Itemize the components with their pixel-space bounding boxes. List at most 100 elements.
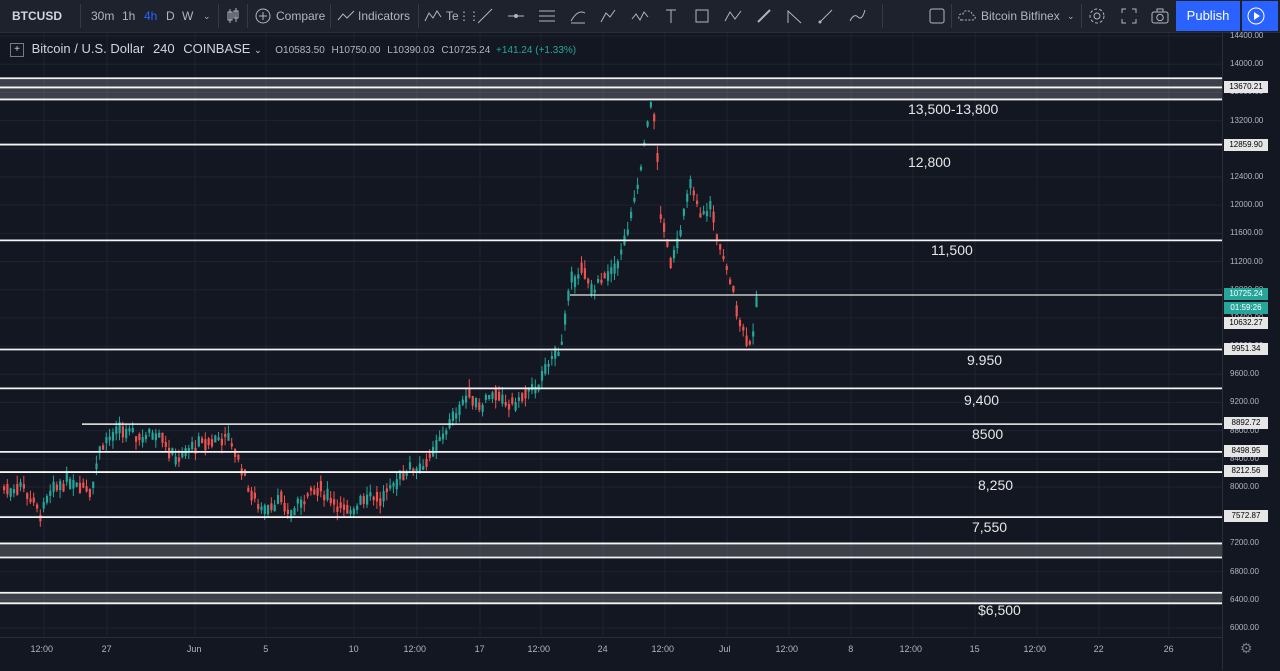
candle: [78, 482, 82, 493]
fib-retracement-icon[interactable]: [598, 5, 620, 27]
time-tick-label: 12:00: [30, 644, 54, 654]
gear-icon[interactable]: [1086, 5, 1108, 27]
legend-title[interactable]: Bitcoin / U.S. Dollar: [31, 41, 145, 56]
candle: [474, 398, 478, 408]
candle: [752, 331, 755, 337]
interval-30m[interactable]: 30m: [91, 9, 115, 23]
brush-icon[interactable]: [753, 5, 775, 27]
candle: [696, 200, 699, 205]
interval-4h[interactable]: 4h: [144, 9, 158, 23]
templates-button[interactable]: Te: [446, 9, 459, 23]
candle: [613, 263, 616, 274]
candle: [451, 411, 454, 422]
candle: [554, 347, 557, 359]
candle: [745, 335, 748, 346]
trend-line-icon[interactable]: [474, 5, 496, 27]
interval-1h[interactable]: 1h: [122, 9, 136, 23]
price-chart[interactable]: [0, 33, 1222, 637]
candle: [547, 363, 550, 367]
compare-icon[interactable]: [252, 5, 274, 27]
legend-high: H10750.00: [331, 45, 381, 56]
candle: [194, 447, 197, 454]
abcd-pattern-icon[interactable]: [722, 5, 744, 27]
price-tick-label: 14000.00: [1230, 59, 1264, 69]
candle: [339, 502, 342, 509]
candle: [375, 491, 379, 502]
pitchfork-icon[interactable]: [567, 5, 589, 27]
candle: [481, 404, 484, 412]
text-icon[interactable]: [660, 5, 682, 27]
candle: [356, 505, 359, 510]
candle: [712, 211, 715, 223]
fullscreen-icon[interactable]: [1118, 5, 1140, 27]
candle: [590, 283, 593, 295]
symbol-search[interactable]: BTCUSD: [12, 9, 62, 23]
candle: [49, 490, 52, 496]
indicators-button[interactable]: Indicators: [358, 9, 411, 23]
price-tick-label: 9200.00: [1230, 397, 1259, 407]
candle: [399, 470, 402, 480]
candle: [742, 326, 745, 331]
candle: [504, 402, 507, 406]
chevron-down-icon[interactable]: ⌄: [203, 11, 211, 21]
candle: [564, 313, 567, 325]
price-tick-label: 8400.00: [1230, 453, 1259, 463]
toolbar-divider: [247, 4, 248, 28]
price-tag: 8498.95: [1224, 445, 1268, 457]
candle: [507, 403, 511, 410]
checkbox-icon[interactable]: [926, 5, 948, 27]
candle: [125, 428, 128, 439]
collapse-icon[interactable]: +: [10, 42, 24, 57]
indicators-icon[interactable]: [335, 5, 357, 27]
candle: [461, 399, 464, 405]
pen-icon[interactable]: [815, 5, 837, 27]
chevron-down-icon[interactable]: ⌄: [254, 45, 262, 55]
gear-icon[interactable]: ⚙: [1240, 640, 1253, 656]
compare-button[interactable]: Compare: [276, 9, 326, 23]
candle: [283, 502, 286, 512]
interval-d[interactable]: D: [166, 9, 175, 23]
cloud-icon[interactable]: [956, 5, 978, 27]
candle: [306, 493, 309, 497]
candle: [689, 178, 692, 189]
layout-name[interactable]: Bitcoin Bitfinex: [981, 9, 1060, 23]
camera-icon[interactable]: [1149, 5, 1171, 27]
candle: [735, 305, 738, 317]
candle-series: [3, 101, 758, 527]
candle: [692, 190, 695, 196]
candle: [329, 497, 332, 504]
toolbar-divider: [330, 4, 331, 28]
candle: [441, 433, 445, 440]
publish-button[interactable]: Publish: [1176, 1, 1240, 31]
candle: [395, 479, 398, 490]
horizontal-line-icon[interactable]: [505, 5, 527, 27]
interval-w[interactable]: W: [182, 9, 194, 23]
candle: [280, 491, 283, 503]
parallel-channel-icon[interactable]: [536, 5, 558, 27]
candle: [201, 438, 204, 444]
chart-pane[interactable]: [0, 33, 1222, 637]
elliott-wave-icon[interactable]: [629, 5, 651, 27]
candle: [488, 394, 491, 399]
candle: [187, 448, 190, 452]
play-icon[interactable]: [1242, 1, 1278, 31]
candle: [6, 484, 9, 495]
path-icon[interactable]: [846, 5, 868, 27]
time-axis[interactable]: [0, 637, 1222, 671]
rectangle-icon[interactable]: [691, 5, 713, 27]
drag-handle-icon[interactable]: ⋮⋮: [458, 9, 480, 23]
candle: [22, 484, 25, 489]
templates-icon[interactable]: [422, 5, 444, 27]
time-tick-label: 12:00: [899, 644, 923, 654]
candle: [600, 279, 603, 284]
candle: [366, 494, 369, 505]
measure-icon[interactable]: [784, 5, 806, 27]
candle: [181, 452, 184, 458]
candles-icon[interactable]: [222, 5, 244, 27]
candle: [148, 429, 151, 433]
candle: [560, 341, 563, 345]
candle: [729, 279, 732, 284]
price-tick-label: 8800.00: [1230, 425, 1259, 435]
chevron-down-icon[interactable]: ⌄: [1067, 11, 1075, 21]
candle: [250, 490, 253, 501]
